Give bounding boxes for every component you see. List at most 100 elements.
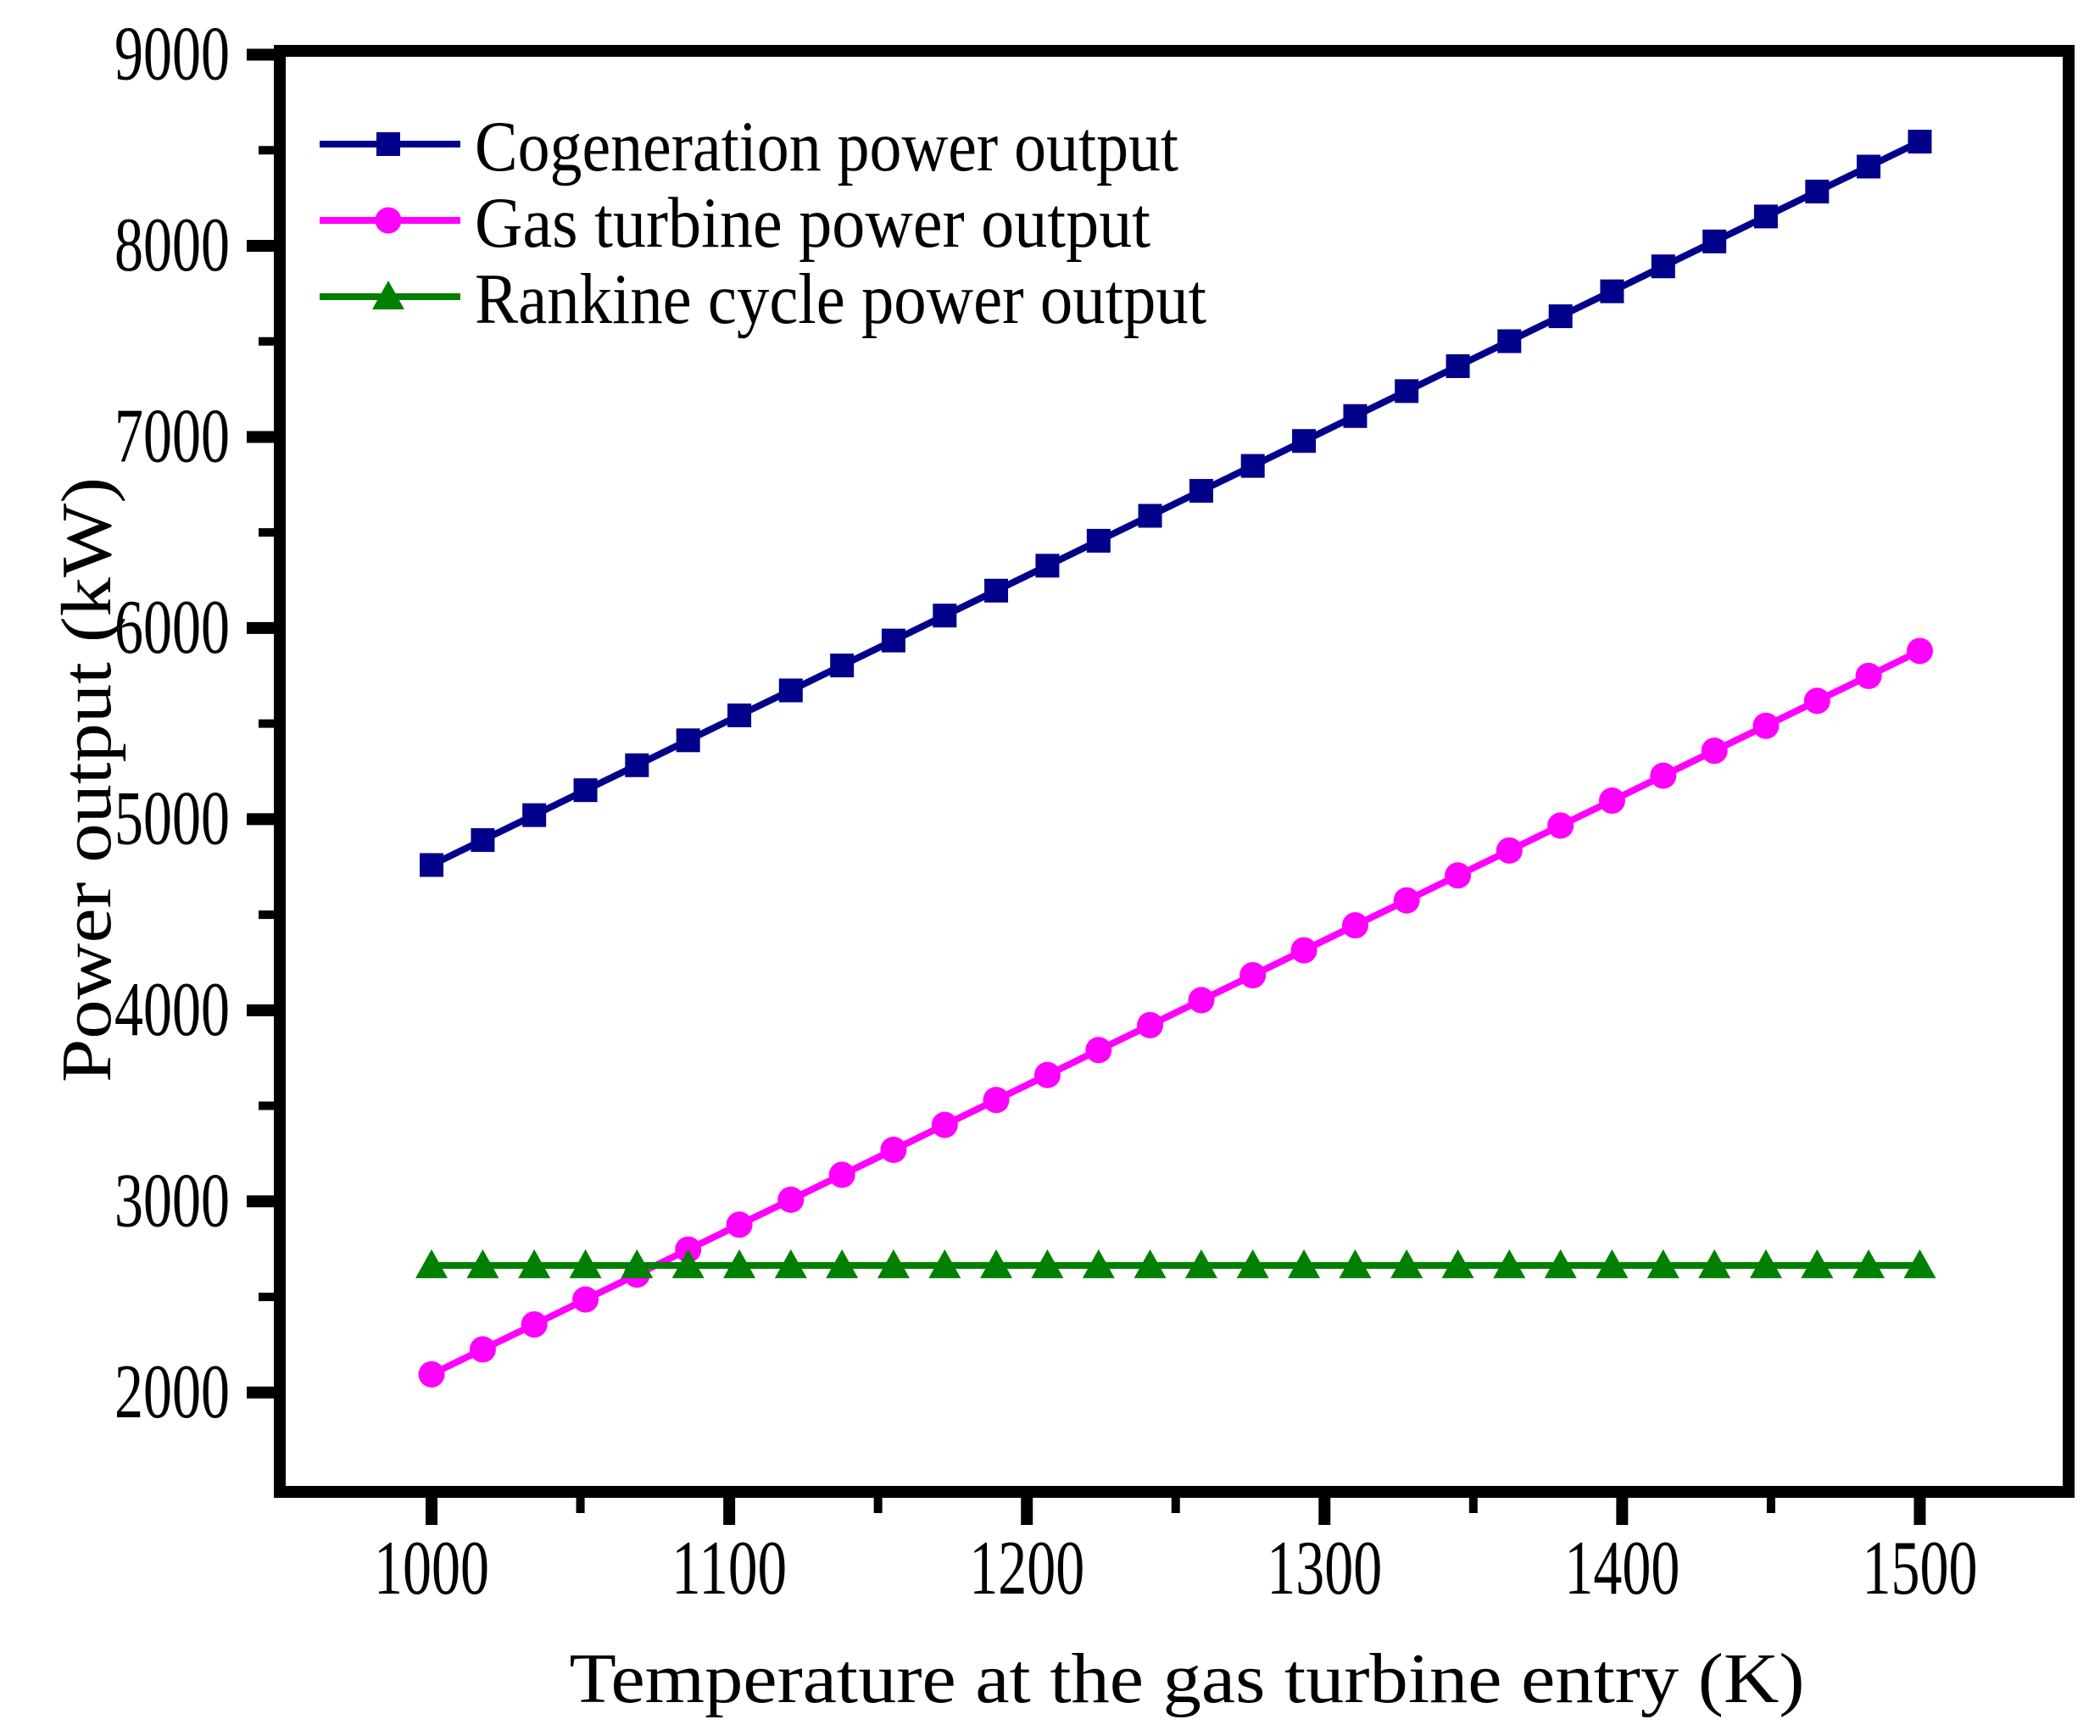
data-point-marker: [881, 628, 905, 653]
data-point-marker: [1031, 1249, 1064, 1278]
data-point-marker: [522, 803, 547, 827]
data-point-marker: [1753, 204, 1778, 229]
data-point-marker: [1548, 304, 1573, 329]
y-tick-label: 2000: [114, 1349, 230, 1434]
y-tick-label: 8000: [114, 202, 230, 287]
data-point-marker: [415, 1249, 448, 1278]
data-point-marker: [980, 1249, 1013, 1278]
x-tick-label: 1100: [671, 1525, 787, 1611]
data-point-marker: [1857, 154, 1881, 179]
data-point-marker: [1749, 1249, 1782, 1278]
data-point-marker: [1698, 1249, 1731, 1278]
data-point-marker: [1547, 812, 1574, 839]
series-rankine-cycle-power-output: [415, 1249, 1936, 1278]
data-point-marker: [1906, 637, 1933, 665]
data-point-marker: [521, 1310, 548, 1338]
legend-marker-triangle: [372, 281, 404, 309]
data-point-marker: [471, 828, 495, 853]
data-point-marker: [1646, 1249, 1679, 1278]
data-point-marker: [1341, 912, 1368, 939]
data-point-marker: [877, 1249, 910, 1278]
data-point-marker: [1290, 937, 1317, 964]
data-point-marker: [1702, 229, 1727, 253]
data-point-marker: [1138, 504, 1162, 528]
data-point-marker: [1852, 1249, 1886, 1278]
data-point-marker: [1441, 1249, 1474, 1278]
data-point-marker: [671, 1249, 705, 1278]
data-point-marker: [625, 753, 649, 777]
y-axis-title: Power output (kW): [47, 477, 126, 1082]
legend-item-gas-turbine-power-output: Gas turbine power output: [320, 183, 1150, 263]
data-point-marker: [1496, 837, 1523, 864]
data-point-marker: [983, 1087, 1010, 1114]
data-series: [415, 130, 1936, 1388]
data-point-marker: [1598, 787, 1625, 815]
data-point-marker: [676, 728, 700, 753]
data-point-marker: [1493, 1249, 1526, 1278]
y-tick-label: 3000: [114, 1157, 230, 1243]
data-point-marker: [572, 1286, 599, 1313]
y-tick-label: 5000: [114, 775, 230, 860]
legend-marker-circle: [375, 207, 402, 234]
y-tick-label: 7000: [114, 392, 230, 478]
data-point-marker: [1035, 554, 1060, 578]
data-point-marker: [1137, 1011, 1164, 1038]
data-point-marker: [828, 1161, 855, 1188]
data-point-marker: [1752, 712, 1780, 739]
data-point-marker: [621, 1249, 654, 1278]
data-point-marker: [1650, 762, 1677, 789]
data-point-marker: [1544, 1249, 1577, 1278]
x-tick-label: 1300: [1267, 1525, 1382, 1611]
data-point-marker: [1085, 1037, 1112, 1064]
legend-label: Rankine cycle power output: [475, 259, 1206, 339]
data-point-marker: [569, 1249, 602, 1278]
data-point-marker: [1600, 279, 1624, 303]
data-point-marker: [1855, 662, 1882, 689]
data-point-marker: [1236, 1249, 1269, 1278]
legend-item-rankine-cycle-power-output: Rankine cycle power output: [320, 259, 1206, 339]
data-point-marker: [726, 1211, 753, 1238]
data-point-marker: [984, 578, 1009, 603]
data-point-marker: [420, 853, 444, 877]
data-point-marker: [1908, 130, 1932, 154]
data-point-marker: [880, 1136, 907, 1163]
data-point-marker: [778, 678, 803, 703]
data-point-marker: [1395, 379, 1419, 403]
data-point-marker: [1390, 1249, 1423, 1278]
legend-label: Cogeneration power output: [475, 107, 1178, 186]
data-point-marker: [777, 1186, 805, 1213]
series-gas-turbine-power-output: [418, 637, 1933, 1388]
axis-ticks: 1000 1100 1200 1300 1400 1500 2000 3000 4000 5000…: [114, 11, 1977, 1611]
data-point-marker: [1651, 254, 1675, 279]
data-point-marker: [1189, 479, 1213, 504]
data-point-marker: [418, 1360, 445, 1388]
x-tick-label: 1500: [1862, 1525, 1977, 1611]
legend-marker-square: [376, 132, 400, 156]
data-point-marker: [1701, 737, 1728, 765]
data-point-marker: [1239, 962, 1267, 989]
data-point-marker: [1445, 862, 1472, 889]
data-point-marker: [1343, 403, 1368, 428]
data-point-marker: [723, 1249, 756, 1278]
data-point-marker: [931, 1111, 958, 1138]
data-point-marker: [1903, 1249, 1936, 1278]
data-point-marker: [933, 604, 957, 628]
data-point-marker: [1082, 1249, 1115, 1278]
legend-item-cogeneration-power-output: Cogeneration power output: [320, 107, 1178, 186]
data-point-marker: [1497, 329, 1522, 353]
data-point-marker: [1033, 1061, 1061, 1088]
plot-frame: [274, 45, 2075, 1498]
data-point-marker: [1445, 353, 1470, 378]
data-point-marker: [573, 778, 598, 803]
data-point-marker: [466, 1249, 499, 1278]
y-tick-label: 6000: [114, 584, 230, 670]
data-point-marker: [1292, 429, 1317, 453]
series-cogeneration-power-output: [420, 130, 1932, 877]
x-tick-label: 1000: [374, 1525, 489, 1611]
data-point-marker: [826, 1249, 859, 1278]
data-point-marker: [1803, 687, 1830, 715]
data-point-marker: [1596, 1249, 1629, 1278]
